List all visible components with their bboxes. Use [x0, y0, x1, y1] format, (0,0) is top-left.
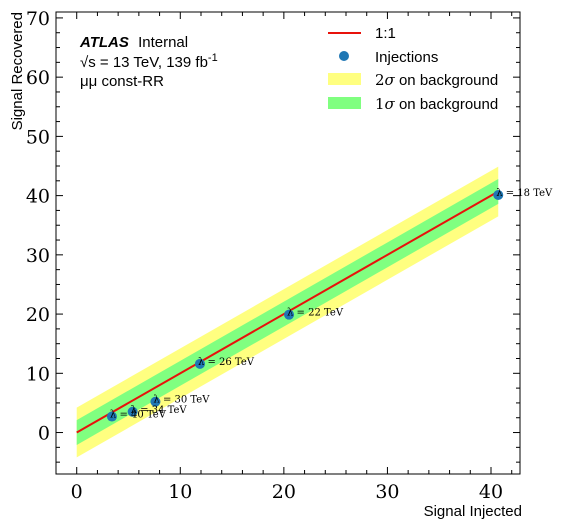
legend-2sigma-swatch	[328, 73, 361, 85]
legend-1sigma-swatch	[328, 97, 361, 109]
y-axis-label: Signal Recovered	[9, 12, 26, 130]
injection-point	[493, 190, 504, 201]
injection-point	[127, 406, 138, 417]
y-tick-label: 70	[26, 8, 50, 30]
y-tick-label: 20	[26, 304, 50, 326]
energy-superscript: -1	[208, 52, 218, 64]
y-tick-label: 30	[26, 245, 50, 267]
injection-label: λ = 40 TeV	[110, 410, 167, 421]
injection-label: λ = 34 TeV	[131, 405, 188, 416]
channel-label: μμ const-RR	[80, 73, 164, 90]
atlas-label: ATLAS	[79, 34, 129, 51]
injection-points	[106, 190, 504, 422]
injection-label: λ = 30 TeV	[153, 395, 210, 406]
x-tick-label: 20	[272, 481, 296, 503]
x-tick-label: 30	[375, 481, 399, 503]
injection-point	[106, 411, 117, 422]
x-tick-label: 40	[479, 481, 503, 503]
y-tick-label: 60	[26, 67, 50, 89]
y-tick-label: 50	[26, 126, 50, 148]
y-tick-label: 10	[26, 363, 50, 385]
x-axis-label: Signal Injected	[424, 503, 522, 520]
svg-text:ATLAS Internal: ATLAS Internal	[79, 34, 188, 51]
injection-point	[194, 358, 205, 369]
axis-ticks: 0 10 20 30 40 0 10 20 30 40 50 60 70	[26, 8, 520, 503]
atlas-annotation: ATLAS Internal √s = 13 TeV, 139 fb-1 μμ …	[79, 34, 218, 90]
internal-label: Internal	[138, 34, 188, 51]
svg-text:√s = 13 TeV, 139 fb-1: √s = 13 TeV, 139 fb-1	[80, 52, 218, 71]
y-tick-label: 40	[26, 186, 50, 208]
injection-label: λ = 18 TeV	[496, 188, 553, 199]
y-tick-label: 0	[38, 423, 50, 445]
injection-point	[150, 396, 161, 407]
legend-marker-swatch	[339, 51, 349, 61]
x-tick-label: 10	[168, 481, 192, 503]
legend-label-2sigma: 2σ on background	[375, 71, 498, 89]
injection-label: λ = 22 TeV	[287, 308, 344, 319]
plot-frame	[55, 11, 521, 475]
legend-label-1sigma: 1σ on background	[375, 95, 498, 113]
x-tick-label: 0	[71, 481, 83, 503]
legend-label-1to1: 1:1	[375, 25, 396, 42]
injection-label: λ = 26 TeV	[198, 357, 255, 368]
legend-label-injections: Injections	[375, 49, 438, 66]
injection-point	[284, 309, 295, 320]
energy-label: √s = 13 TeV, 139 fb	[80, 54, 208, 71]
legend: 1:1 Injections 2σ on background 1σ on ba…	[328, 25, 498, 113]
